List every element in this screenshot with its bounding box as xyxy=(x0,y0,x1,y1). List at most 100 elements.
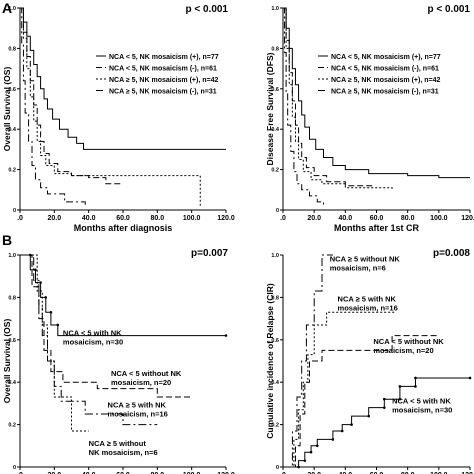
series-line-4 xyxy=(283,7,325,206)
legend-label: NCA ≥ 5, NK mosaicism (+), n=42 xyxy=(331,77,441,84)
y-tick-label: 0.4 xyxy=(8,380,17,386)
annotation-label: mosaicism, n=20 xyxy=(111,378,171,387)
series-line-1 xyxy=(20,254,226,337)
series-line-2 xyxy=(283,7,374,187)
x-tick-label: 60.0 xyxy=(370,215,384,222)
x-tick-label: .0 xyxy=(280,472,286,474)
x-tick-label: .0 xyxy=(280,215,286,222)
series-line-3 xyxy=(283,335,439,468)
series-line-3 xyxy=(283,7,393,190)
x-tick-label: 20.0 xyxy=(307,215,321,222)
censor-mark xyxy=(382,397,386,401)
y-tick-label: 0 xyxy=(276,465,279,471)
annotation-label: mosaicism, n=6 xyxy=(330,263,386,272)
y-tick-label: 0 xyxy=(276,208,279,214)
censor-mark xyxy=(414,376,417,380)
legend-label: NCA < 5, NK mosaicism (-), n=61 xyxy=(109,66,217,73)
series-line-4 xyxy=(20,7,86,206)
x-tick-label: 60.0 xyxy=(370,472,384,474)
x-tick-label: 80.0 xyxy=(401,215,415,222)
chart-b1: 0 0.2 0.4 0.6 0.8 1.0 .0 20.0 40.0 60.0 80.0 100.0 1… xyxy=(2,248,235,474)
x-tick-label: 100.0 xyxy=(430,472,448,474)
legend-label: NCA ≥ 5, NK mosaicism (+), n=42 xyxy=(109,77,219,84)
y-tick-label: 0.2 xyxy=(271,423,279,429)
y-tick-label: 1.0 xyxy=(271,6,279,12)
censor-mark xyxy=(44,296,48,299)
x-tick-label: 40.0 xyxy=(339,215,353,222)
censor-mark xyxy=(315,444,319,448)
censor-mark xyxy=(39,281,42,284)
y-axis-label: Disease Free Survival (DFS) xyxy=(265,52,275,165)
censor-mark xyxy=(398,397,402,401)
x-axis-label: Months after diagnosis xyxy=(74,223,173,233)
y-tick-label: 0.2 xyxy=(8,423,16,429)
y-tick-label: 0.8 xyxy=(271,46,279,52)
chart-a1: 0 0.2 0.4 0.6 0.8 1.0 .0 20.0 40.0 60.0 80.0 100.0 1… xyxy=(2,4,235,233)
x-tick-label: 120.0 xyxy=(461,472,474,474)
y-tick-label: 0.2 xyxy=(271,168,279,174)
x-tick-label: 40.0 xyxy=(82,215,96,222)
censor-mark xyxy=(303,459,307,462)
annotation-label: NCA < 5 with NK xyxy=(392,396,451,405)
series-line-2 xyxy=(20,7,123,185)
annotation-label: NCA < 5 without NK xyxy=(373,337,444,346)
y-tick-label: 0.6 xyxy=(271,338,279,344)
x-tick-label: 120.0 xyxy=(461,215,474,222)
annotation-label: mosaicism, n=20 xyxy=(373,346,433,355)
x-tick-label: 100.0 xyxy=(183,215,201,222)
y-tick-label: 0.2 xyxy=(8,168,16,174)
censor-mark xyxy=(34,268,37,272)
censor-mark xyxy=(340,429,344,433)
p-value: p=0.007 xyxy=(191,248,228,259)
x-tick-label: 80.0 xyxy=(401,472,415,474)
panel-letter-a: A xyxy=(2,0,13,16)
y-tick-label: 0.8 xyxy=(8,295,16,301)
censor-mark xyxy=(398,385,402,388)
legend-label: NCA < 5, NK mosaicism (+), n=77 xyxy=(331,54,441,61)
annotation-label: NCA ≥ 5 without xyxy=(89,439,147,448)
y-tick-label: 0.6 xyxy=(271,87,279,93)
y-axis-label: Overall Survival (OS) xyxy=(2,319,12,404)
x-tick-label: 60.0 xyxy=(116,472,130,474)
x-tick-label: .0 xyxy=(17,215,23,222)
x-tick-label: 120.0 xyxy=(217,472,235,474)
x-tick-label: 20.0 xyxy=(307,472,321,474)
x-tick-label: 80.0 xyxy=(151,215,165,222)
x-tick-label: 20.0 xyxy=(48,215,62,222)
censor-mark xyxy=(414,385,417,388)
censor-mark xyxy=(297,465,300,469)
annotation-label: mosaicism, n=16 xyxy=(338,304,398,313)
series-line-3 xyxy=(20,7,201,206)
y-tick-label: 0.4 xyxy=(271,127,280,133)
y-tick-label: 0.8 xyxy=(271,295,279,301)
censor-mark xyxy=(468,376,472,380)
x-tick-label: 20.0 xyxy=(48,472,62,474)
annotation-label: NK mosaicism, n=6 xyxy=(89,448,158,457)
y-tick-label: 0.6 xyxy=(8,338,16,344)
y-tick-label: 0.4 xyxy=(8,127,17,133)
series-line-3 xyxy=(20,254,158,426)
series-line-4 xyxy=(283,377,470,468)
censor-mark xyxy=(49,310,53,314)
p-value: p < 0.001 xyxy=(427,4,470,15)
y-axis-label: Overall Survival (OS) xyxy=(2,67,12,152)
legend-label: NCA < 5, NK mosaicism (-), n=61 xyxy=(331,66,439,73)
annotation-label: mosaicism, n=30 xyxy=(392,405,452,414)
y-tick-label: 0.8 xyxy=(8,46,16,52)
annotation-label: mosaicism, n=30 xyxy=(63,338,123,347)
y-tick-label: 0.6 xyxy=(8,87,16,93)
x-tick-label: 60.0 xyxy=(116,215,130,222)
y-tick-label: 0 xyxy=(13,208,16,214)
censor-mark xyxy=(350,423,353,426)
censor-mark xyxy=(309,450,313,454)
annotation-label: NCA ≥ 5 without NK xyxy=(330,254,401,263)
annotation-label: NCA ≥ 5 with NK xyxy=(108,401,167,410)
annotation-label: NCA < 5 without NK xyxy=(111,369,182,378)
y-tick-label: 1.0 xyxy=(8,6,16,12)
x-tick-label: 100.0 xyxy=(183,472,201,474)
annotation-label: NCA < 5 with NK xyxy=(63,329,122,338)
x-tick-label: 100.0 xyxy=(430,215,448,222)
y-tick-label: 0.4 xyxy=(271,380,280,386)
y-tick-label: 1.0 xyxy=(8,253,16,259)
